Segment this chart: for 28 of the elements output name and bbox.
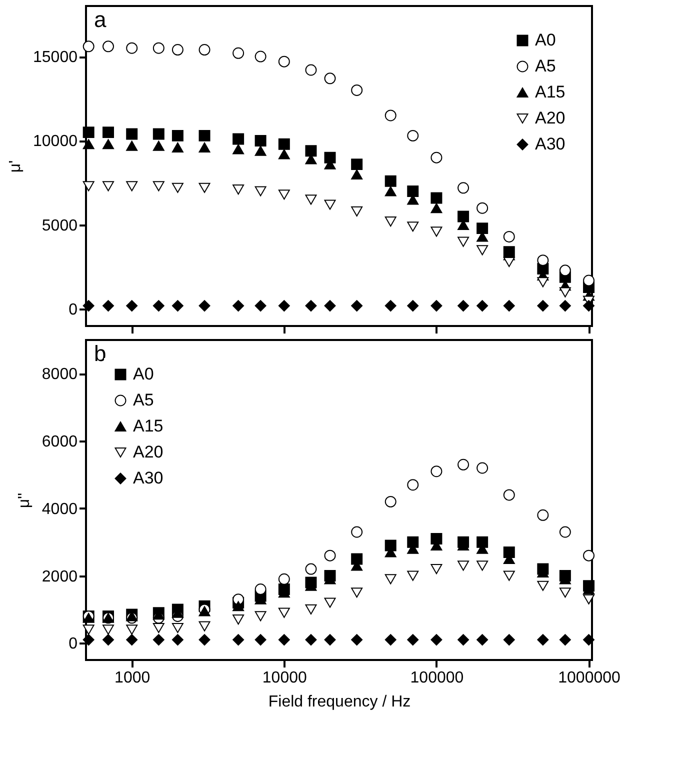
legend-label: A15 — [535, 82, 566, 102]
legend-label: A30 — [133, 468, 164, 488]
y-tick-label: 10000 — [33, 133, 78, 150]
legend-label: A0 — [133, 364, 154, 384]
legend-label: A0 — [535, 30, 556, 50]
x-tick-label: 1000000 — [558, 670, 621, 686]
x-tick-label: 100000 — [410, 670, 464, 686]
legend-label: A20 — [133, 442, 164, 462]
annotation: a — [94, 7, 107, 32]
y-tick-label: 6000 — [42, 434, 78, 451]
y-tick-label: 0 — [68, 636, 78, 653]
legend-label: A5 — [133, 390, 154, 410]
legend-label: A20 — [535, 108, 566, 128]
legend-label: A30 — [535, 134, 566, 154]
y-tick-label: 0 — [68, 302, 78, 319]
x-tick-label: 10000 — [262, 670, 307, 686]
legend-label: A5 — [535, 56, 556, 76]
y-tick-label: 8000 — [42, 366, 78, 384]
y-tick-label: 4000 — [42, 500, 78, 518]
y-tick-label: 15000 — [33, 49, 78, 66]
y-axis-title: μ' — [7, 160, 24, 173]
y-axis-title: μ'' — [16, 492, 33, 508]
y-tick-label: 2000 — [42, 568, 78, 586]
x-tick-label: 1000 — [114, 670, 150, 686]
y-tick-label: 5000 — [42, 217, 78, 234]
annotation: b — [94, 341, 106, 366]
x-axis-title: Field frequency / Hz — [268, 694, 411, 710]
legend-label: A15 — [133, 416, 164, 436]
